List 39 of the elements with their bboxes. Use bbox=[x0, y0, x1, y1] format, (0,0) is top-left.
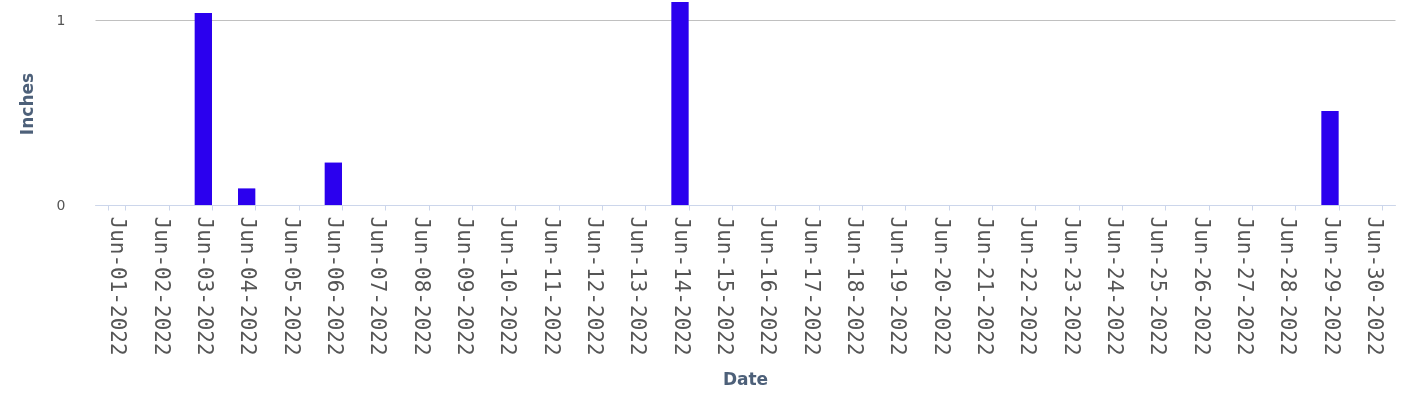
x-tick-label: Jun-10-2022 bbox=[496, 216, 521, 356]
x-tick-label: Jun-15-2022 bbox=[712, 216, 737, 356]
x-tick-label: Jun-04-2022 bbox=[236, 216, 261, 356]
x-tick-label: Jun-22-2022 bbox=[1016, 216, 1041, 356]
x-tick-label: Jun-12-2022 bbox=[582, 216, 607, 356]
x-tick-label: Jun-20-2022 bbox=[929, 216, 954, 356]
x-tick-label: Jun-05-2022 bbox=[279, 216, 304, 356]
x-tick-label: Jun-11-2022 bbox=[539, 216, 564, 356]
x-tick-label: Jun-19-2022 bbox=[886, 216, 911, 356]
y-tick-label: 1 bbox=[56, 11, 66, 28]
bar bbox=[238, 188, 256, 205]
x-tick-label: Jun-21-2022 bbox=[972, 216, 997, 356]
x-tick-label: Jun-18-2022 bbox=[842, 216, 867, 356]
x-tick-label: Jun-16-2022 bbox=[756, 216, 781, 356]
x-tick-label: Jun-27-2022 bbox=[1232, 216, 1257, 356]
x-tick-label: Jun-07-2022 bbox=[366, 216, 391, 356]
x-tick-label: Jun-24-2022 bbox=[1102, 216, 1127, 356]
x-tick-label: Jun-26-2022 bbox=[1189, 216, 1214, 356]
x-tick-label: Jun-02-2022 bbox=[149, 216, 174, 356]
y-tick-label: 0 bbox=[56, 196, 66, 213]
x-axis-title: Date bbox=[722, 368, 769, 389]
bar bbox=[1321, 110, 1339, 205]
x-tick-label: Jun-13-2022 bbox=[626, 216, 651, 356]
x-tick-label: Jun-09-2022 bbox=[452, 216, 477, 356]
x-tick-label: Jun-29-2022 bbox=[1319, 216, 1344, 356]
x-tick-label: Jun-30-2022 bbox=[1362, 216, 1387, 356]
x-tick-label: Jun-28-2022 bbox=[1276, 216, 1301, 356]
bar bbox=[324, 162, 342, 205]
x-tick-label: Jun-01-2022 bbox=[106, 216, 131, 356]
x-tick-label: Jun-03-2022 bbox=[192, 216, 217, 356]
x-tick-label: Jun-25-2022 bbox=[1146, 216, 1171, 356]
x-tick-label: Jun-17-2022 bbox=[799, 216, 824, 356]
x-tick-label: Jun-23-2022 bbox=[1059, 216, 1084, 356]
x-tick-label: Jun-14-2022 bbox=[669, 216, 694, 356]
x-tick-label: Jun-06-2022 bbox=[322, 216, 347, 356]
bar bbox=[671, 2, 689, 205]
bar bbox=[194, 13, 212, 205]
x-tick-label: Jun-08-2022 bbox=[409, 216, 434, 356]
y-axis-title: Inches bbox=[16, 72, 37, 136]
